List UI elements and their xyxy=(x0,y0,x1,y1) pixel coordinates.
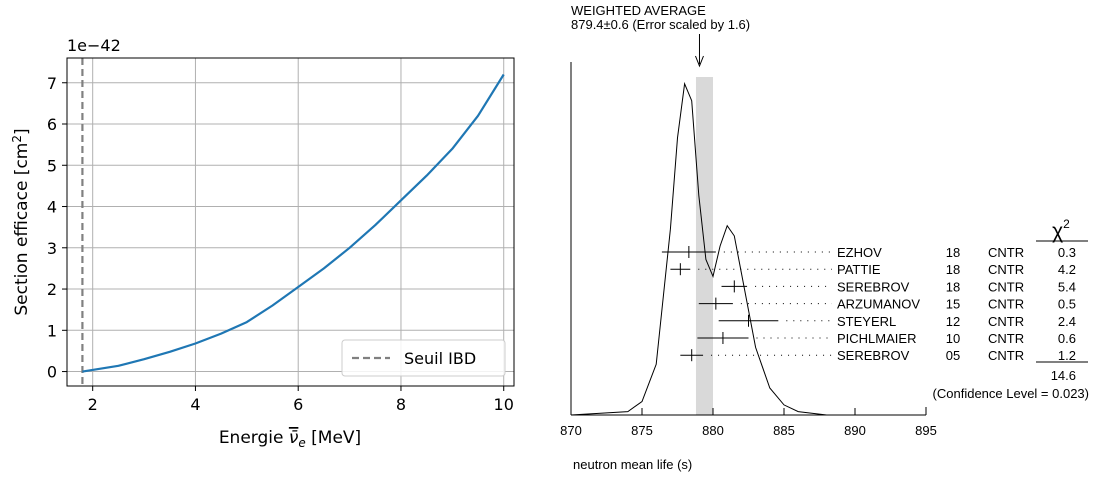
y-axis-label-superscript: 2 xyxy=(10,135,24,143)
x-tick-label: 890 xyxy=(844,423,866,438)
measurement-label: SEREBROV xyxy=(837,348,910,363)
measurement-year: 18 xyxy=(946,262,960,277)
ideogram-curve xyxy=(570,81,855,416)
measurement-technique: CNTR xyxy=(988,279,1024,294)
measurement-year: 15 xyxy=(946,297,960,312)
x-tick-label: 4 xyxy=(190,395,200,414)
measurement-chi2: 0.6 xyxy=(1058,331,1076,346)
measurement-technique: CNTR xyxy=(988,331,1024,346)
y-tick-label: 4 xyxy=(47,198,57,217)
x-axis-label-prefix: Energie xyxy=(219,428,289,448)
measurement-technique: CNTR xyxy=(988,297,1024,312)
x-tick-label: 870 xyxy=(560,423,582,438)
x-axis-label: Energie ν̄e [MeV] xyxy=(219,428,361,450)
measurement-label: PATTIE xyxy=(837,262,881,277)
measurement-chi2: 0.3 xyxy=(1058,245,1076,260)
y-tick-label: 6 xyxy=(47,115,57,134)
y-tick-label: 3 xyxy=(47,239,57,258)
measurement-technique: CNTR xyxy=(988,262,1024,277)
x-tick-label: 895 xyxy=(915,423,937,438)
measurement-technique: CNTR xyxy=(988,348,1024,363)
chi2-total: 14.6 xyxy=(1051,368,1076,383)
plot-frame xyxy=(66,57,515,387)
measurement-row: PATTIE 18 CNTR 4.2 xyxy=(670,262,1076,277)
measurement-row: PICHLMAIER 10 CNTR 0.6 xyxy=(697,331,1076,346)
y-tick-label: 7 xyxy=(47,74,57,93)
x-tick-label: 880 xyxy=(702,423,724,438)
legend-box xyxy=(341,339,506,377)
x-axis-label-unit: [MeV] xyxy=(306,428,361,448)
y-axis-ticks: 0 1 2 3 4 5 6 7 xyxy=(47,74,67,382)
arrow-head xyxy=(695,55,704,68)
average-arrow-icon xyxy=(695,34,704,68)
measurement-chi2: 1.2 xyxy=(1058,348,1076,363)
measurement-label: SEREBROV xyxy=(837,279,910,294)
measurement-label: STEYERL xyxy=(837,314,896,329)
measurement-chi2: 2.4 xyxy=(1058,314,1076,329)
x-axis-ticks: 2 4 6 8 10 xyxy=(88,386,514,414)
measurement-year: 18 xyxy=(946,245,960,260)
measurement-chi2: 0.5 xyxy=(1058,297,1076,312)
measurement-row: STEYERL 12 CNTR 2.4 xyxy=(718,314,1076,329)
measurement-year: 18 xyxy=(946,279,960,294)
x-axis-label: neutron mean life (s) xyxy=(573,457,692,472)
measurement-label: PICHLMAIER xyxy=(837,331,916,346)
x-tick-label: 2 xyxy=(88,395,98,414)
neutron-lifetime-chart: 870 875 880 885 890 895 WEIGHTED AVERAGE 879.… xyxy=(560,3,1089,472)
y-axis-label-text: Section efficace [cm xyxy=(12,143,32,316)
measurement-year: 05 xyxy=(946,348,960,363)
measurement-chi2: 4.2 xyxy=(1058,262,1076,277)
measurement-year: 10 xyxy=(946,331,960,346)
measurement-row: EZHOV 18 CNTR 0.3 xyxy=(661,245,1076,260)
legend-label: Seuil IBD xyxy=(404,349,476,368)
chi2-header: χ2 xyxy=(1052,217,1070,243)
measurement-technique: CNTR xyxy=(988,314,1024,329)
x-tick-label: 6 xyxy=(293,395,303,414)
measurement-row: SEREBROV 05 CNTR 1.2 xyxy=(680,348,1076,363)
y-tick-label: 0 xyxy=(47,363,57,382)
cross-section-curve xyxy=(82,73,505,373)
measurement-technique: CNTR xyxy=(988,245,1024,260)
chi2-header-superscript: 2 xyxy=(1063,217,1070,231)
average-title: WEIGHTED AVERAGE xyxy=(571,3,706,18)
series-lines xyxy=(82,73,505,373)
y-tick-label: 5 xyxy=(47,156,57,175)
measurement-year: 12 xyxy=(946,314,960,329)
confidence-level: (Confidence Level = 0.023) xyxy=(933,386,1089,401)
y-axis-label-end: ] xyxy=(12,128,32,135)
x-tick-label: 885 xyxy=(773,423,795,438)
y-tick-label: 2 xyxy=(47,280,57,299)
x-axis-label-symbol: ν̄ xyxy=(289,428,299,448)
y-tick-label: 1 xyxy=(47,321,57,340)
x-axis-ticks: 870 875 880 885 890 895 xyxy=(560,408,937,438)
x-tick-label: 875 xyxy=(631,423,653,438)
y-axis-label: Section efficace [cm2] xyxy=(10,128,32,315)
measurement-label: ARZUMANOV xyxy=(837,297,920,312)
x-tick-label: 10 xyxy=(494,395,514,414)
measurement-label: EZHOV xyxy=(837,245,882,260)
average-value: 879.4±0.6 (Error scaled by 1.6) xyxy=(571,17,750,32)
measurement-row: SEREBROV 18 CNTR 5.4 xyxy=(721,279,1076,294)
chi2-header-symbol: χ xyxy=(1052,220,1063,243)
x-axis-label-subscript: e xyxy=(298,436,305,450)
measurement-rows: EZHOV 18 CNTR 0.3 PATTIE 18 CNTR 4.2 SEREBROV 18 C… xyxy=(661,245,1076,363)
measurement-row: ARZUMANOV 15 CNTR 0.5 xyxy=(698,297,1076,312)
x-tick-label: 8 xyxy=(396,395,406,414)
legend: Seuil IBD xyxy=(341,339,506,377)
grid xyxy=(67,58,514,386)
measurement-chi2: 5.4 xyxy=(1058,279,1076,294)
offset-text: 1e−42 xyxy=(67,36,121,55)
